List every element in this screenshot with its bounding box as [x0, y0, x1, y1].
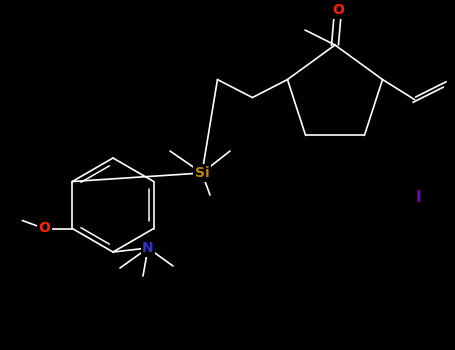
Text: I: I	[415, 190, 421, 205]
Text: N: N	[142, 241, 154, 255]
Text: Si: Si	[195, 166, 209, 180]
Text: O: O	[38, 222, 50, 236]
Text: O: O	[332, 3, 344, 17]
